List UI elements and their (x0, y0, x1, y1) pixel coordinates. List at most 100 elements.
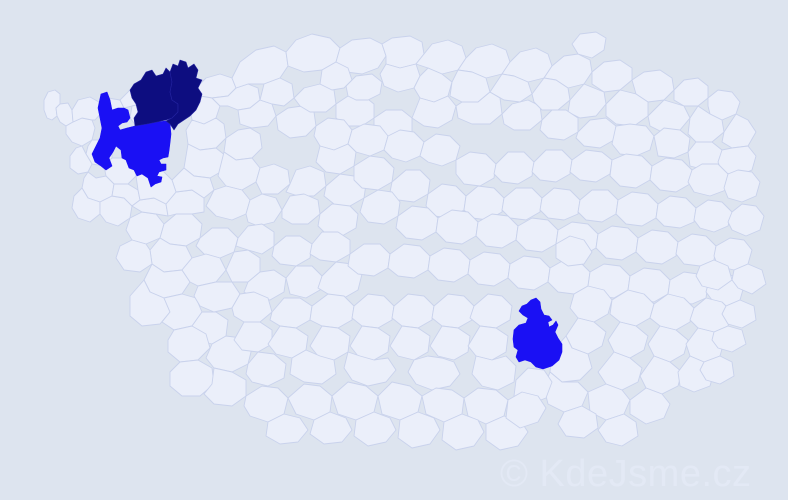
district[interactable] (647, 99, 691, 133)
district[interactable] (647, 325, 689, 363)
district[interactable] (575, 117, 617, 149)
district[interactable] (319, 61, 353, 91)
district[interactable] (71, 187, 101, 223)
district[interactable] (169, 359, 215, 397)
district[interactable] (353, 411, 397, 447)
district[interactable] (383, 129, 425, 163)
district[interactable] (351, 293, 395, 329)
district[interactable] (195, 227, 239, 259)
district[interactable] (309, 293, 355, 329)
district[interactable] (429, 325, 471, 361)
district[interactable] (259, 77, 295, 107)
district[interactable] (285, 265, 323, 299)
district[interactable] (235, 223, 275, 255)
district[interactable] (343, 351, 397, 387)
district[interactable] (539, 109, 579, 141)
district[interactable] (69, 145, 93, 175)
district[interactable] (395, 205, 439, 241)
district[interactable] (635, 229, 679, 265)
district[interactable] (309, 231, 351, 263)
district[interactable] (407, 355, 461, 391)
district[interactable] (455, 151, 497, 187)
highlighted-district-se-mid[interactable] (512, 297, 563, 370)
district[interactable] (571, 31, 607, 59)
district[interactable] (309, 325, 351, 361)
district[interactable] (699, 355, 735, 385)
district[interactable] (507, 255, 551, 291)
district[interactable] (653, 127, 691, 159)
district[interactable] (455, 91, 503, 125)
district[interactable] (727, 203, 765, 237)
highlighted-district-nw-mid[interactable] (91, 91, 172, 188)
district[interactable] (675, 233, 717, 267)
district[interactable] (615, 191, 659, 227)
district[interactable] (289, 349, 337, 385)
district[interactable] (309, 411, 353, 445)
district[interactable] (655, 195, 697, 229)
district[interactable] (419, 133, 461, 167)
district[interactable] (255, 163, 291, 195)
district[interactable] (531, 149, 573, 183)
district[interactable] (431, 293, 475, 329)
district[interactable] (721, 299, 757, 329)
district[interactable] (505, 391, 547, 429)
district[interactable] (569, 285, 613, 323)
district[interactable] (595, 225, 639, 261)
district[interactable] (489, 73, 533, 103)
district[interactable] (285, 165, 327, 197)
district[interactable] (223, 127, 263, 161)
district[interactable] (501, 187, 543, 221)
district[interactable] (515, 217, 559, 253)
district[interactable] (577, 189, 619, 223)
district[interactable] (389, 325, 431, 361)
district[interactable] (469, 293, 513, 329)
district[interactable] (233, 321, 273, 353)
district[interactable] (591, 59, 633, 93)
district[interactable] (557, 405, 599, 439)
district[interactable] (629, 387, 671, 425)
district[interactable] (225, 249, 261, 283)
district[interactable] (281, 193, 321, 225)
district[interactable] (287, 383, 333, 421)
district[interactable] (185, 117, 227, 151)
district[interactable] (245, 351, 287, 387)
highlighted-district-nw-dark-east[interactable] (165, 59, 203, 131)
district[interactable] (597, 413, 639, 447)
district[interactable] (159, 213, 203, 247)
district[interactable] (359, 189, 401, 225)
district[interactable] (711, 325, 747, 353)
district[interactable] (609, 153, 653, 189)
district[interactable] (427, 247, 471, 283)
district[interactable] (611, 123, 655, 157)
district[interactable] (687, 163, 729, 197)
district[interactable] (475, 213, 519, 249)
district[interactable] (317, 261, 363, 299)
district[interactable] (377, 381, 423, 421)
district[interactable] (391, 293, 435, 329)
district[interactable] (435, 209, 479, 245)
district[interactable] (349, 325, 391, 361)
district[interactable] (269, 297, 313, 329)
district[interactable] (721, 113, 757, 149)
district[interactable] (731, 263, 767, 295)
district[interactable] (245, 193, 283, 227)
district[interactable] (695, 259, 733, 291)
district[interactable] (331, 381, 379, 421)
district[interactable] (125, 211, 165, 245)
district[interactable] (129, 279, 171, 327)
district[interactable] (555, 235, 593, 267)
district[interactable] (55, 102, 74, 127)
district[interactable] (493, 151, 535, 185)
district[interactable] (723, 169, 761, 203)
district[interactable] (607, 321, 649, 359)
district[interactable] (271, 235, 313, 267)
district[interactable] (649, 293, 695, 331)
district[interactable] (539, 187, 581, 221)
district[interactable] (317, 203, 359, 237)
district[interactable] (673, 77, 709, 107)
district[interactable] (693, 199, 733, 233)
district[interactable] (441, 413, 485, 451)
district[interactable] (569, 149, 613, 183)
district[interactable] (203, 367, 247, 407)
